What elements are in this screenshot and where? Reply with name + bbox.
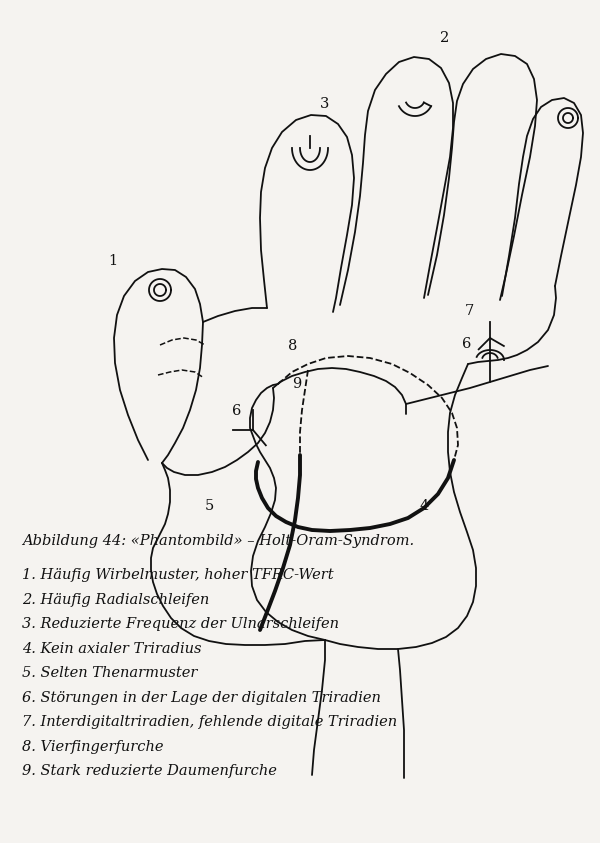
Text: 2: 2: [440, 31, 449, 45]
Text: 9. Stark reduzierte Daumenfurche: 9. Stark reduzierte Daumenfurche: [22, 765, 277, 778]
Text: 5: 5: [205, 499, 214, 513]
Text: 6: 6: [232, 404, 241, 418]
Text: 2. Häufig Radialschleifen: 2. Häufig Radialschleifen: [22, 593, 209, 607]
Text: 3: 3: [320, 97, 329, 111]
Text: 8. Vierfingerfurche: 8. Vierfingerfurche: [22, 740, 163, 754]
Text: 4. Kein axialer Triradius: 4. Kein axialer Triradius: [22, 642, 202, 656]
Text: 5. Selten Thenarmuster: 5. Selten Thenarmuster: [22, 666, 197, 680]
Text: 6. Störungen in der Lage der digitalen Triradien: 6. Störungen in der Lage der digitalen T…: [22, 690, 381, 705]
Text: Abbildung 44: «Phantombild» – Holt-Oram-Syndrom.: Abbildung 44: «Phantombild» – Holt-Oram-…: [22, 534, 414, 548]
Text: 9: 9: [292, 377, 301, 391]
Text: 8: 8: [288, 339, 298, 353]
Text: 7. Interdigitaltriradien, fehlende digitale Triradien: 7. Interdigitaltriradien, fehlende digit…: [22, 716, 397, 729]
Text: 1. Häufig Wirbelmuster, hoher TFRC-Wert: 1. Häufig Wirbelmuster, hoher TFRC-Wert: [22, 568, 334, 583]
Text: 1: 1: [108, 254, 117, 268]
Text: 6: 6: [462, 337, 472, 351]
Text: 4: 4: [420, 499, 429, 513]
Text: 7: 7: [465, 304, 474, 318]
Text: 3. Reduzierte Frequenz der Ulnarschleifen: 3. Reduzierte Frequenz der Ulnarschleife…: [22, 617, 339, 631]
